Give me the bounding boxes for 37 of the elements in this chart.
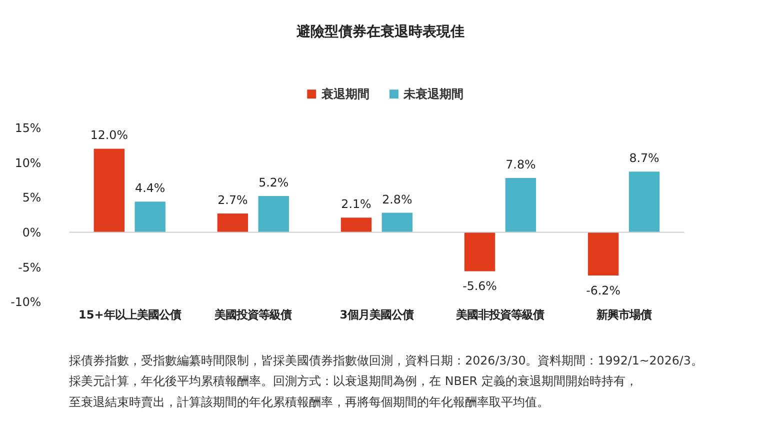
x-tick-label: 新興市場債	[595, 308, 652, 322]
y-tick-label: -10%	[10, 295, 42, 310]
x-tick-label: 15+年以上美國公債	[78, 308, 181, 322]
data-label: 2.8%	[382, 192, 412, 206]
bar	[588, 232, 619, 276]
bar	[505, 178, 536, 232]
data-label: -6.2%	[586, 283, 620, 298]
y-tick-label: 15%	[14, 121, 42, 136]
text: 至衰退結束時賣出，計算該期間的年化累積報酬率，再將每個期間的年化報酬率取平均值。	[69, 395, 550, 410]
bar	[217, 213, 248, 232]
bar	[382, 212, 413, 232]
chart-title: 避險型債券在衰退時表現佳	[295, 22, 464, 40]
data-label: 2.1%	[341, 197, 372, 212]
bar	[340, 218, 372, 232]
x-tick-label: 美國非投資等級債	[455, 308, 544, 322]
bar	[464, 232, 496, 272]
y-tick-label: 10%	[14, 156, 42, 170]
y-tick-label: 5%	[22, 190, 42, 205]
bar	[258, 196, 289, 232]
data-label: 4.4%	[135, 181, 166, 196]
bar	[134, 202, 166, 232]
data-label: 5.2%	[258, 176, 289, 190]
data-label: 7.8%	[506, 157, 536, 172]
text: 採債券指數，受指數編纂時間限制，皆採美國債券指數做回測，資料日期：2026/3/30。資料期間：1992/1~2026/3。	[69, 353, 703, 368]
bar	[94, 148, 125, 232]
legend-label: 未衰退期間	[402, 86, 464, 101]
y-tick-label: -5%	[18, 260, 42, 274]
x-tick-label: 美國投資等級債	[214, 308, 292, 322]
data-label: 2.7%	[218, 193, 248, 208]
data-label: 12.0%	[90, 128, 128, 142]
data-label: -5.6%	[462, 279, 497, 294]
text: 採美元計算，年化後平均累積報酬率。回測方式：以衰退期間為例，在 NBER 定義的衰退期間開始時持有，	[69, 374, 638, 388]
legend-label: 衰退期間	[320, 86, 370, 101]
x-tick-label: 3個月美國公債	[340, 308, 414, 322]
bar	[628, 172, 660, 232]
y-tick-label: 0%	[22, 226, 42, 240]
data-label: 8.7%	[629, 151, 660, 166]
